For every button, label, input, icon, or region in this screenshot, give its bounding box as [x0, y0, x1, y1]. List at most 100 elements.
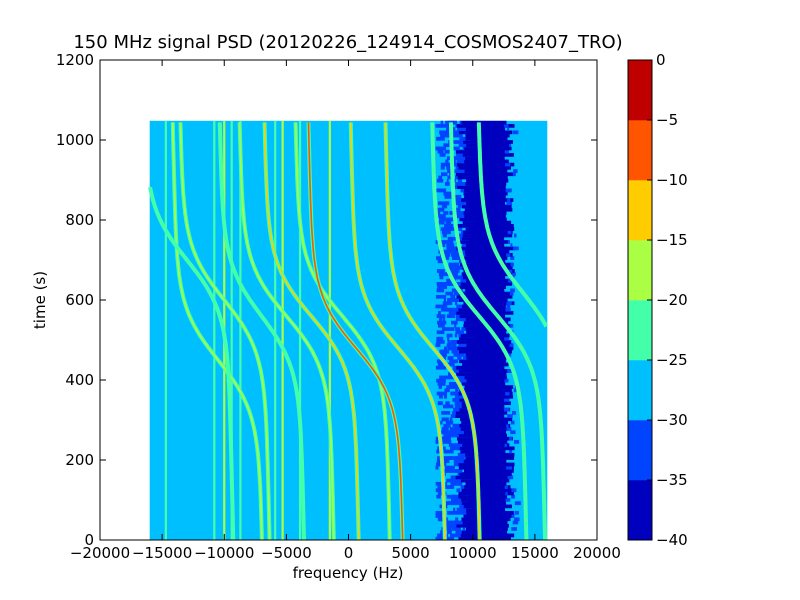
colorbar-tick-label: −25	[656, 351, 688, 369]
noise-cell	[465, 527, 508, 531]
noise-cell	[451, 288, 458, 293]
noise-cell	[464, 207, 513, 212]
noise-cell	[446, 194, 453, 199]
noise-cell	[444, 182, 450, 186]
noise-cell	[456, 304, 466, 309]
chart-title: 150 MHz signal PSD (20120226_124914_COSM…	[73, 32, 622, 53]
noise-cell	[454, 401, 461, 406]
noise-cell	[507, 127, 510, 131]
noise-cell	[448, 436, 451, 441]
noise-cell	[437, 381, 445, 386]
noise-cell	[510, 262, 514, 267]
doppler-trace-core	[431, 122, 528, 540]
noise-cell	[442, 304, 448, 309]
noise-cell	[460, 230, 464, 235]
noise-cell	[436, 340, 445, 344]
noise-cell	[465, 182, 507, 186]
noise-cell	[455, 510, 466, 515]
noise-cell	[455, 153, 466, 157]
x-tick-label: 15000	[511, 544, 559, 562]
noise-cell	[450, 481, 461, 486]
noise-cell	[506, 253, 511, 257]
noise-cell	[448, 301, 453, 306]
noise-cell	[465, 288, 505, 293]
noise-cell	[457, 507, 464, 512]
noise-cell	[445, 501, 455, 506]
doppler-trace-core	[450, 122, 546, 540]
noise-cell	[511, 527, 517, 531]
noise-cell	[458, 307, 507, 312]
noise-cell	[436, 282, 441, 286]
noise-cell	[459, 217, 507, 222]
noise-cell	[439, 275, 444, 280]
noise-cell	[457, 214, 466, 219]
colorbar-segment	[628, 120, 652, 181]
noise-cell	[450, 498, 458, 502]
noise-cell	[462, 159, 466, 164]
noise-cell	[460, 278, 467, 283]
noise-cell	[457, 178, 462, 183]
noise-cell	[435, 465, 439, 470]
noise-cell	[447, 336, 450, 341]
noise-cell	[465, 452, 515, 457]
noise-cell	[452, 494, 456, 499]
x-tick-label: 20000	[573, 544, 621, 562]
noise-cell	[455, 398, 462, 402]
colorbar-tick-label: −30	[656, 411, 688, 429]
noise-cell	[462, 153, 514, 157]
x-axis-ticks: −20000 −15000 −10000 −5000 0 5000 10000 15000 20…	[70, 60, 621, 562]
noise-cell	[444, 230, 451, 235]
noise-cell	[462, 243, 469, 248]
noise-cell	[511, 272, 516, 277]
noise-cell	[459, 423, 511, 428]
noise-cell	[457, 169, 468, 173]
doppler-trace-core	[172, 122, 263, 540]
noise-cell	[446, 246, 456, 251]
noise-cell	[454, 323, 457, 328]
noise-cell	[451, 485, 455, 489]
noise-cell	[449, 430, 459, 435]
noise-cell	[456, 159, 463, 164]
x-tick-label: −5000	[261, 544, 312, 562]
colorbar-segment	[628, 240, 652, 301]
noise-cell	[506, 301, 512, 306]
noise-cell	[504, 398, 510, 402]
noise-cell	[450, 162, 459, 167]
noise-cell	[513, 246, 519, 251]
noise-cell	[439, 317, 443, 322]
noise-cell	[437, 288, 444, 293]
colorbar-tick-label: −10	[656, 171, 688, 189]
noise-cell	[462, 356, 470, 360]
noise-cell	[462, 275, 506, 280]
noise-cell	[511, 488, 517, 493]
noise-cell	[459, 398, 505, 402]
doppler-trace-core	[478, 122, 548, 327]
noise-cell	[463, 269, 515, 273]
noise-cell	[444, 188, 447, 193]
noise-cell	[507, 352, 512, 357]
noise-cell	[448, 443, 456, 447]
noise-cell	[458, 343, 468, 348]
noise-cell	[462, 527, 466, 531]
noise-cell	[461, 198, 514, 202]
noise-cell	[443, 433, 453, 438]
noise-cell	[466, 394, 514, 399]
noise-cell	[445, 201, 450, 206]
noise-cell	[507, 475, 514, 480]
noise-cell	[461, 430, 464, 435]
noise-cell	[505, 491, 508, 496]
noise-cell	[445, 401, 450, 406]
colorbar-tick-label: 0	[656, 51, 666, 69]
noise-cell	[462, 330, 465, 335]
noise-cell	[508, 143, 512, 148]
noise-cell	[435, 510, 446, 515]
noise-cell	[445, 481, 448, 486]
noise-cell	[458, 143, 468, 148]
noise-cell	[514, 517, 520, 522]
noise-cell	[450, 433, 461, 438]
noise-cell	[510, 243, 513, 248]
noise-cell	[451, 349, 459, 354]
noise-cell	[455, 182, 466, 186]
noise-cell	[460, 478, 510, 483]
noise-cell	[458, 130, 513, 135]
